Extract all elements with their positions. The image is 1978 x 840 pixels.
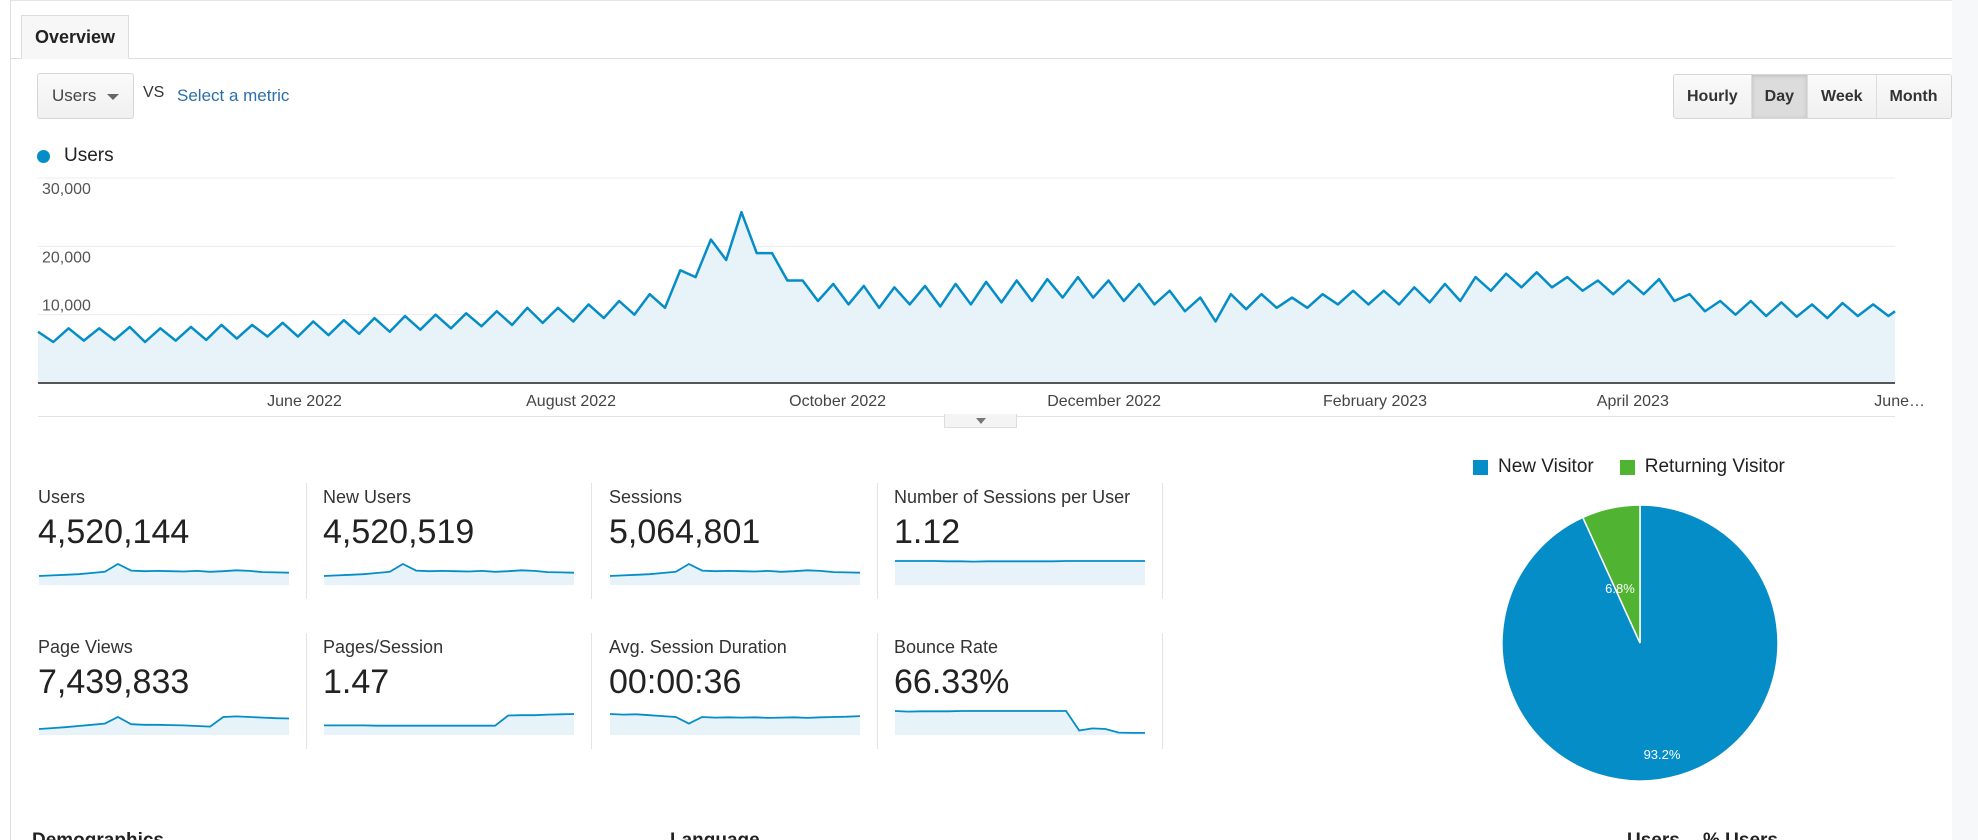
sparkline-fill: [895, 711, 1145, 735]
metric-sparkline: [895, 560, 1145, 585]
x-tick-label: June…: [1874, 393, 1925, 410]
metric-value: 00:00:36: [609, 663, 742, 701]
metric-label: New Users: [323, 487, 412, 507]
y-tick-label: 30,000: [42, 181, 91, 198]
metric-label: Users: [38, 487, 86, 507]
sparkline-line: [609, 713, 861, 725]
metric-sparkline: [38, 715, 290, 735]
metric-value: 5,064,801: [609, 513, 761, 551]
tile-divider: [591, 483, 592, 599]
x-tick-label: February 2023: [1323, 393, 1427, 410]
metric-dropdown[interactable]: Users: [37, 73, 134, 119]
visitor-pie-chart[interactable]: 93.2% 6.8%: [1500, 503, 1780, 783]
x-tick-label: August 2022: [526, 393, 616, 410]
vs-label: VS: [143, 84, 165, 101]
chart-legend: Users: [37, 145, 114, 167]
metric-label: Bounce Rate: [894, 637, 999, 657]
returning-visitor-swatch-icon: [1619, 459, 1635, 475]
panel-frame: [10, 0, 1952, 840]
sparkline-line: [38, 715, 290, 730]
metric-dropdown-label: Users: [52, 86, 97, 105]
users-column-header[interactable]: Users: [1627, 830, 1680, 840]
tile-divider: [306, 633, 307, 749]
pie-slice-new-visitor: [1501, 504, 1779, 782]
tile-divider: [591, 633, 592, 749]
metric-sparkline: [609, 562, 861, 585]
metric-value: 4,520,519: [323, 513, 475, 551]
sparkline-line: [38, 562, 290, 577]
pct-users-column-header[interactable]: % Users: [1703, 830, 1778, 840]
sparkline-fill: [895, 561, 1145, 585]
legend-new-visitor: New Visitor: [1498, 456, 1594, 477]
metric-value: 1.47: [323, 663, 390, 701]
sparkline-line: [609, 562, 861, 577]
week-button[interactable]: Week: [1807, 75, 1876, 118]
sparkline-line: [894, 710, 1145, 734]
tile-divider: [877, 483, 878, 599]
x-tick-label: June 2022: [267, 393, 342, 410]
sparkline-line: [324, 713, 575, 727]
tab-divider: [10, 58, 1952, 59]
metric-sparkline: [609, 713, 861, 735]
pie-slice-returning-visitor: [1581, 504, 1641, 644]
metric-sparkline: [38, 562, 290, 585]
metric-value: 4,520,144: [38, 513, 190, 551]
language-heading: Language: [670, 830, 760, 840]
sparkline-fill: [610, 714, 860, 735]
select-metric-link[interactable]: Select a metric: [177, 86, 290, 105]
metric-label: Page Views: [38, 637, 133, 657]
sparkline-line: [895, 560, 1145, 563]
demographics-heading: Demographics: [32, 830, 164, 840]
metric-sparkline: [894, 710, 1145, 735]
tile-divider: [1162, 633, 1163, 749]
metric-sparkline: [324, 713, 575, 735]
tile-divider: [306, 483, 307, 599]
metric-sparkline: [323, 562, 575, 585]
metric-label: Avg. Session Duration: [609, 637, 787, 657]
day-button[interactable]: Day: [1750, 75, 1808, 118]
metric-value: 66.33%: [894, 663, 1010, 701]
x-tick-label: April 2023: [1597, 393, 1669, 410]
tab-overview[interactable]: Overview: [21, 15, 129, 59]
y-tick-label: 20,000: [42, 249, 91, 266]
legend-dot-icon: [37, 149, 50, 163]
legend-returning-visitor: Returning Visitor: [1644, 456, 1785, 477]
legend-label-users: Users: [64, 145, 114, 166]
pie-slice-label: 6.8%: [1605, 581, 1635, 596]
x-tick-label: October 2022: [789, 393, 886, 410]
metric-label: Pages/Session: [323, 637, 444, 657]
new-visitor-swatch-icon: [1473, 459, 1488, 475]
pie-legend: New Visitor Returning Visitor: [1473, 456, 1785, 478]
metric-label: Number of Sessions per User: [894, 487, 1131, 507]
pie-slice-label: 93.2%: [1644, 747, 1681, 762]
metric-value: 1.12: [894, 513, 961, 551]
sparkline-fill: [39, 564, 289, 585]
sparkline-fill: [324, 564, 574, 585]
sparkline-fill: [324, 714, 574, 735]
tile-divider: [877, 633, 878, 749]
users-line-chart[interactable]: 10,000 20,000 30,000 June 2022 August 2022 Oc…: [0, 170, 1950, 415]
hourly-button[interactable]: Hourly: [1674, 75, 1751, 118]
metric-value: 7,439,833: [38, 663, 190, 701]
sparkline-line: [323, 562, 575, 577]
right-gutter: [1952, 0, 1978, 840]
month-button[interactable]: Month: [1875, 75, 1951, 118]
sparkline-fill: [610, 564, 860, 585]
area-fill: [38, 212, 1895, 383]
metric-label: Sessions: [609, 487, 683, 507]
triangle-down-icon: [976, 418, 986, 424]
caret-down-icon: [107, 94, 119, 100]
granularity-toggle: Hourly Day Week Month: [1673, 74, 1952, 119]
tile-divider: [1162, 483, 1163, 599]
collapse-chart-toggle[interactable]: [944, 414, 1017, 428]
x-tick-label: December 2022: [1047, 393, 1161, 410]
y-tick-label: 10,000: [42, 298, 91, 315]
